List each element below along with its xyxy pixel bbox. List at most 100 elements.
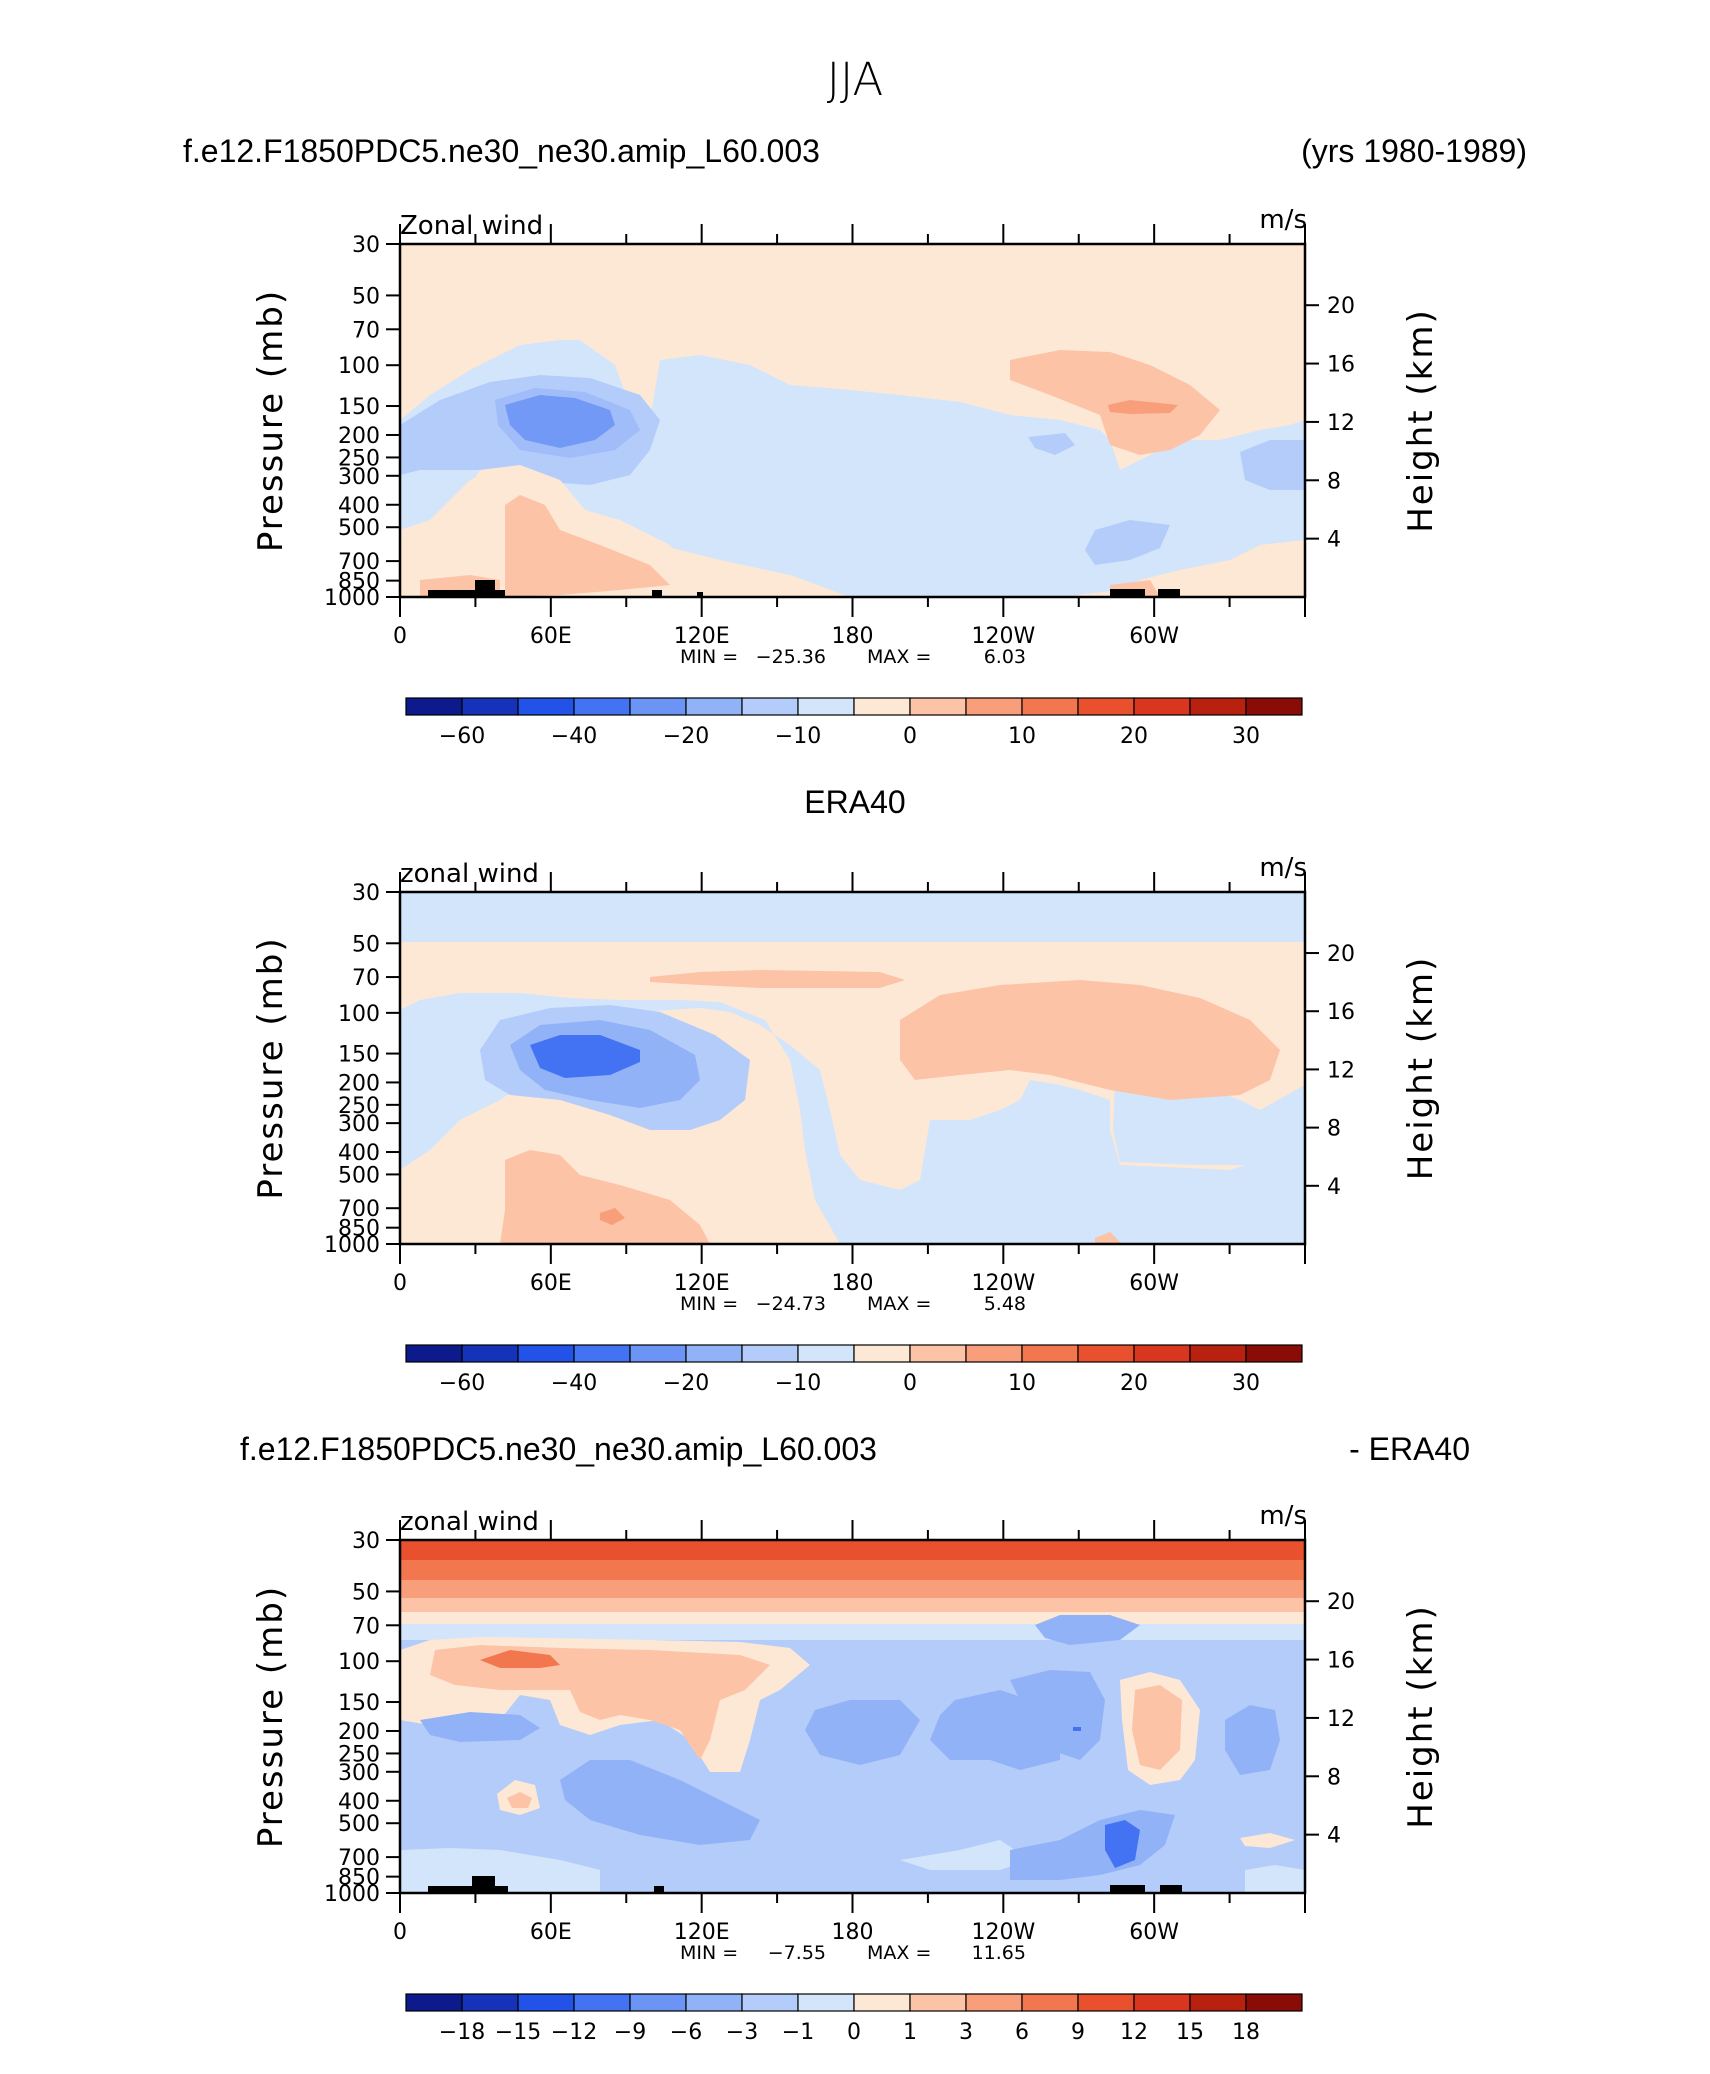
pressure-tick-label: 700 (338, 1846, 380, 1871)
lon-tick-label: 120E (674, 1271, 730, 1296)
lon-tick-label: 60E (530, 1920, 572, 1945)
colorbar-swatch (517, 1993, 575, 2012)
colorbar-label: 6 (1015, 2020, 1029, 2045)
colorbar-swatch (1021, 697, 1079, 716)
lon-tick-label: 120W (971, 624, 1035, 649)
colorbar-label: −3 (726, 2020, 758, 2045)
pressure-tick-label: 70 (352, 1614, 380, 1639)
pressure-tick-label: 700 (338, 1197, 380, 1222)
pressure-tick-label: 100 (338, 1002, 380, 1027)
colorbar-label: −20 (663, 1371, 709, 1396)
colorbar-label: 1 (903, 2020, 917, 2045)
colorbar-label: 3 (959, 2020, 973, 2045)
colorbar-label: 9 (1071, 2020, 1085, 2045)
diff-header-left: f.e12.F1850PDC5.ne30_ne30.amip_L60.003 (240, 1431, 877, 1467)
colorbar-swatch (461, 697, 519, 716)
height-tick-label: 16 (1327, 353, 1355, 378)
colorbar-label: 0 (903, 724, 917, 749)
y-axis-right-title: Height (km) (1401, 1604, 1441, 1829)
panel-difference: zonal wind m/s305070100150200250300400500… (251, 1501, 1441, 2045)
pressure-tick-label: 50 (352, 284, 380, 309)
colorbar-label: 10 (1008, 724, 1036, 749)
height-tick-label: 16 (1327, 1000, 1355, 1025)
colorbar-label: −6 (670, 2020, 702, 2045)
colorbar-swatch (797, 697, 855, 716)
colorbar-label: 0 (847, 2020, 861, 2045)
height-tick-label: 12 (1327, 1058, 1355, 1083)
colorbar-swatch (1189, 697, 1247, 716)
colorbar-label: −20 (663, 724, 709, 749)
colorbar-label: 12 (1120, 2020, 1148, 2045)
colorbar-swatch (1021, 1993, 1079, 2012)
height-tick-label: 16 (1327, 1649, 1355, 1674)
lon-tick-label: 60W (1129, 1271, 1179, 1296)
pressure-tick-label: 400 (338, 1790, 380, 1815)
colorbar-swatch (1245, 1993, 1303, 2012)
colorbar-label: −15 (495, 2020, 541, 2045)
pressure-tick-label: 200 (338, 424, 380, 449)
colorbar-swatch (853, 1344, 911, 1363)
colorbar-swatch (741, 1993, 799, 2012)
max-value: 6.03 (984, 646, 1026, 668)
colorbar-label: −10 (775, 1371, 821, 1396)
lon-tick-label: 120E (674, 624, 730, 649)
pressure-tick-label: 70 (352, 966, 380, 991)
colorbar-swatch (1077, 697, 1135, 716)
pressure-tick-label: 150 (338, 1043, 380, 1068)
pressure-tick-label: 850 (338, 1866, 380, 1891)
colorbar-label: 15 (1176, 2020, 1204, 2045)
colorbar-swatch (1133, 697, 1191, 716)
pressure-tick-label: 200 (338, 1071, 380, 1096)
max-label: MAX = (867, 1293, 931, 1315)
max-value: 11.65 (972, 1942, 1026, 1964)
colorbar-label: −1 (782, 2020, 814, 2045)
colorbar-swatch (797, 1344, 855, 1363)
colorbar-swatch (685, 1993, 743, 2012)
contour-field-model (400, 244, 1305, 597)
panel-label: zonal wind (400, 1507, 539, 1537)
pressure-tick-label: 50 (352, 932, 380, 957)
pressure-tick-label: 50 (352, 1580, 380, 1605)
colorbar-label: −10 (775, 724, 821, 749)
lon-tick-label: 180 (832, 1920, 874, 1945)
height-tick-label: 12 (1327, 1707, 1355, 1732)
pressure-tick-label: 250 (338, 1742, 380, 1767)
min-label: MIN = (680, 646, 738, 668)
pressure-tick-label: 1000 (324, 1233, 380, 1258)
colorbar-swatch (573, 1993, 631, 2012)
lon-tick-label: 120W (971, 1920, 1035, 1945)
pressure-tick-label: 300 (338, 1112, 380, 1137)
height-tick-label: 4 (1327, 1824, 1341, 1849)
colorbar-swatch (965, 1344, 1023, 1363)
lon-tick-label: 0 (393, 624, 407, 649)
colorbar-swatch (965, 697, 1023, 716)
pressure-tick-label: 150 (338, 395, 380, 420)
panel-era40: zonal wind m/s305070100150200250300400500… (251, 853, 1441, 1396)
pressure-tick-label: 30 (352, 881, 380, 906)
header-left: f.e12.F1850PDC5.ne30_ne30.amip_L60.003 (183, 133, 820, 169)
contour-field-era40 (400, 892, 1305, 1244)
lon-tick-label: 60E (530, 1271, 572, 1296)
colorbar-swatch (853, 1993, 911, 2012)
colorbar-swatch (405, 1344, 463, 1363)
lon-tick-label: 120E (674, 1920, 730, 1945)
height-tick-label: 20 (1327, 1590, 1355, 1615)
colorbar-swatch (1077, 1344, 1135, 1363)
colorbar-swatch (853, 697, 911, 716)
colorbar-swatch (461, 1993, 519, 2012)
units-label: m/s (1259, 1501, 1307, 1531)
colorbar-swatch (909, 697, 967, 716)
colorbar-swatch (741, 697, 799, 716)
pressure-tick-label: 250 (338, 1094, 380, 1119)
colorbar-swatch (573, 1344, 631, 1363)
pressure-tick-label: 850 (338, 570, 380, 595)
pressure-tick-label: 850 (338, 1217, 380, 1242)
colorbar-label: 18 (1232, 2020, 1260, 2045)
pressure-tick-label: 1000 (324, 586, 380, 611)
colorbar-swatch (1133, 1993, 1191, 2012)
colorbar-swatch (405, 697, 463, 716)
colorbar-label: 20 (1120, 724, 1148, 749)
min-value: −25.36 (756, 646, 826, 668)
colorbar-label: −9 (614, 2020, 646, 2045)
